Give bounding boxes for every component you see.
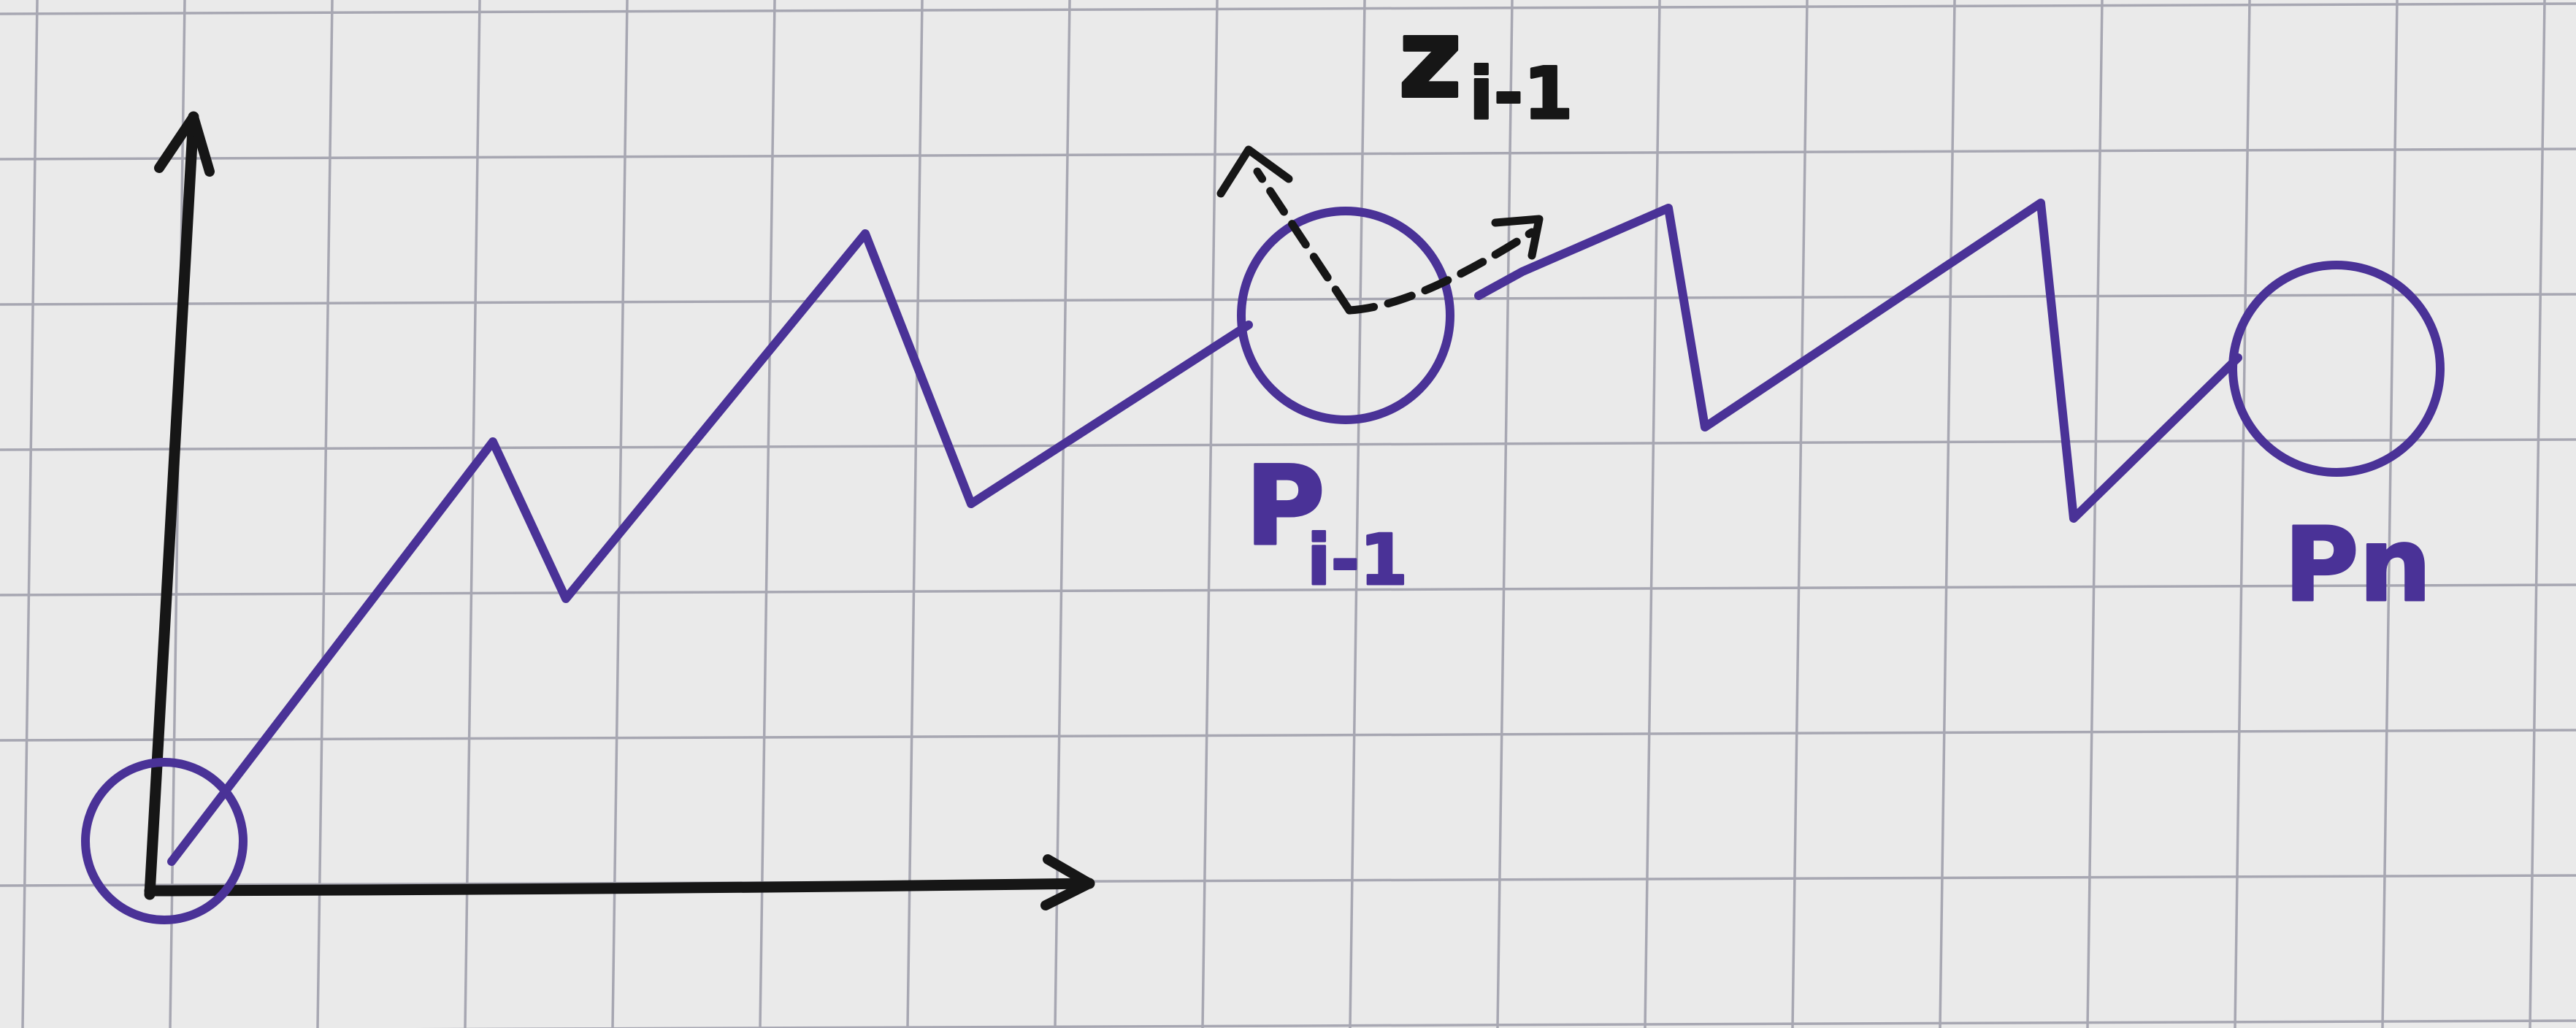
labels: z i-1 P i-1 Pn [1244,0,2433,626]
point-pn-circle [2228,261,2445,477]
grid-line-horizontal [413,1019,2576,1028]
grid-line-vertical [1791,0,1809,1028]
label-pn: Pn [2284,506,2431,625]
x-axis [144,878,1095,897]
grid-line-vertical [1054,0,1071,1028]
x-vector-arrowhead [1491,215,1544,260]
local-frame-vectors [1216,145,1544,315]
grid-line-vertical [1939,0,1956,1028]
grid-line-vertical [759,0,776,1028]
y-axis-arrowhead [154,112,215,177]
x-axis-arrowhead [1040,854,1095,910]
label-p-prev-subscript: i-1 [1307,521,1408,601]
grid-line-horizontal [0,874,2576,887]
grid-line-vertical [464,0,481,1028]
grid-line-horizontal [0,293,2576,306]
label-z-subscript: i-1 [1469,53,1573,136]
grid-line-vertical [1644,0,1661,1028]
grid-line-vertical [21,0,39,1028]
grid-line-vertical [906,0,924,1028]
path-segment-pi-1-to-pn [1474,199,2242,523]
label-z-base: z [1398,0,1462,123]
grid-line-vertical [2086,0,2104,1028]
label-p-prev-base: P [1245,443,1325,570]
z-vector-arrowhead [1216,145,1293,198]
grid-line-vertical [2381,0,2399,1028]
start-point-circle [81,758,248,924]
grid-line-horizontal [0,583,2576,597]
zigzag-path [81,199,2445,924]
grid-line-vertical [1496,0,1514,1028]
path-segment-start-to-pi-1 [167,229,1253,866]
grid-line-vertical [611,0,629,1028]
x-vector-dashed [1345,228,1536,315]
grid-line-horizontal [0,2,2576,15]
grid-line-horizontal [0,147,2576,161]
grid-line-vertical [2529,0,2546,1028]
grid-line-vertical [2234,0,2251,1028]
grid-line-vertical [316,0,334,1028]
y-axis [144,111,199,900]
z-vector-dashed [1253,167,1354,315]
point-pi-1-circle [1237,207,1454,424]
grid-line-vertical [1349,0,1366,1028]
grid-line-horizontal [0,729,2576,742]
grid-line-vertical [1201,0,1219,1028]
